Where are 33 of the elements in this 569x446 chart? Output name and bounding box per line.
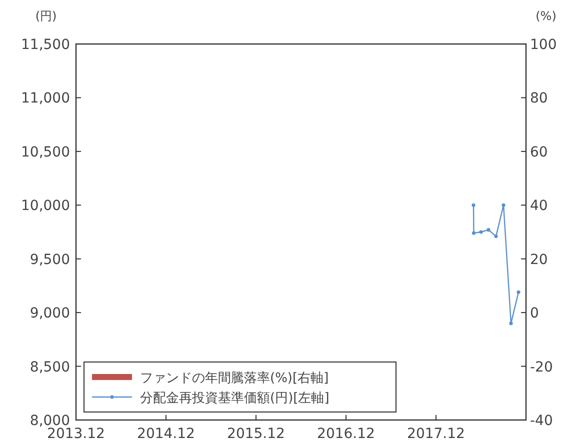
x-tick-label: 2014.12 [137,426,195,442]
y-tick-label: 8,500 [30,359,70,376]
y2-tick-label: 100 [530,37,557,53]
point [494,234,498,238]
legend-label: ファンドの年間騰落率(%)[右軸] [140,370,329,386]
y2-tick-label: 40 [530,198,548,214]
y2-tick-label: -40 [530,413,553,429]
x-tick-label: 2013.12 [47,426,105,442]
legend-label: 分配金再投資基準価額(円)[左軸] [140,391,330,406]
y2-axis-title: (%) [536,9,556,23]
y2-tick-label: 80 [530,90,548,107]
y-axis-title: (円) [35,9,57,23]
y2-tick-label: 20 [530,252,548,268]
y-tick-label: 9,000 [30,306,70,322]
y2-tick-label: 0 [530,306,539,322]
y-tick-label: 8,000 [30,413,70,429]
point [509,322,513,326]
y2-tick-label: -20 [530,359,553,376]
x-tick-label: 2015.12 [227,426,285,442]
y-tick-label: 10,000 [21,198,70,214]
point [472,203,476,207]
y2-tick-label: 60 [530,144,548,160]
y-tick-label: 9,500 [30,252,70,268]
x-tick-label: 2017.12 [407,426,465,442]
y-tick-label: 11,500 [21,37,70,53]
point [516,290,520,294]
y-tick-label: 11,000 [21,90,70,107]
point [472,231,476,235]
y-tick-label: 10,500 [21,144,70,160]
x-tick-label: 2016.12 [317,426,375,442]
point [486,228,490,232]
point [479,230,483,234]
point [502,203,506,207]
